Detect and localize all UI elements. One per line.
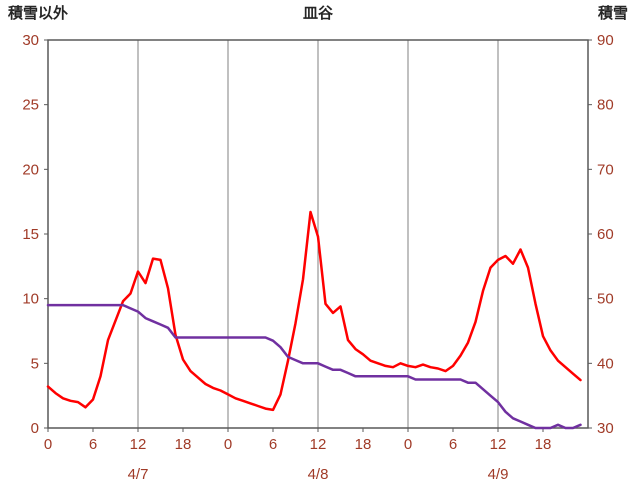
left-axis-tick-label: 15 <box>22 226 39 243</box>
right-axis-tick-label: 70 <box>597 161 614 178</box>
x-axis-tick-label: 6 <box>449 436 457 453</box>
x-axis-tick-label: 12 <box>130 436 147 453</box>
x-axis-tick-label: 18 <box>175 436 192 453</box>
x-axis-tick-label: 18 <box>535 436 552 453</box>
x-axis-tick-label: 18 <box>355 436 372 453</box>
left-axis-tick-label: 0 <box>31 420 39 437</box>
x-axis-tick-label: 0 <box>404 436 412 453</box>
left-axis-tick-label: 20 <box>22 161 39 178</box>
right-axis-title: 積雪 <box>597 5 628 22</box>
left-axis-tick-label: 25 <box>22 97 39 114</box>
right-axis-tick-label: 90 <box>597 32 614 49</box>
x-axis-tick-label: 6 <box>269 436 277 453</box>
right-axis-tick-label: 50 <box>597 291 614 308</box>
right-axis-tick-label: 40 <box>597 355 614 372</box>
right-axis-tick-label: 30 <box>597 420 614 437</box>
right-axis-tick-label: 60 <box>597 226 614 243</box>
x-axis-tick-label: 0 <box>44 436 52 453</box>
day-label: 4/7 <box>128 466 149 483</box>
x-axis-tick-label: 12 <box>310 436 327 453</box>
day-label: 4/8 <box>308 466 329 483</box>
series-line-red <box>46 210 582 412</box>
x-axis-tick-label: 6 <box>89 436 97 453</box>
left-axis-title: 積雪以外 <box>8 5 69 22</box>
right-axis-tick-label: 80 <box>597 97 614 114</box>
day-label: 4/9 <box>488 466 509 483</box>
chart-title: 皿谷 <box>302 5 333 22</box>
left-axis-tick-label: 5 <box>31 355 39 372</box>
series-line-purple <box>46 303 582 430</box>
x-axis-tick-label: 12 <box>490 436 507 453</box>
x-axis-tick-label: 0 <box>224 436 232 453</box>
left-axis-tick-label: 30 <box>22 32 39 49</box>
left-axis-tick-label: 10 <box>22 291 39 308</box>
